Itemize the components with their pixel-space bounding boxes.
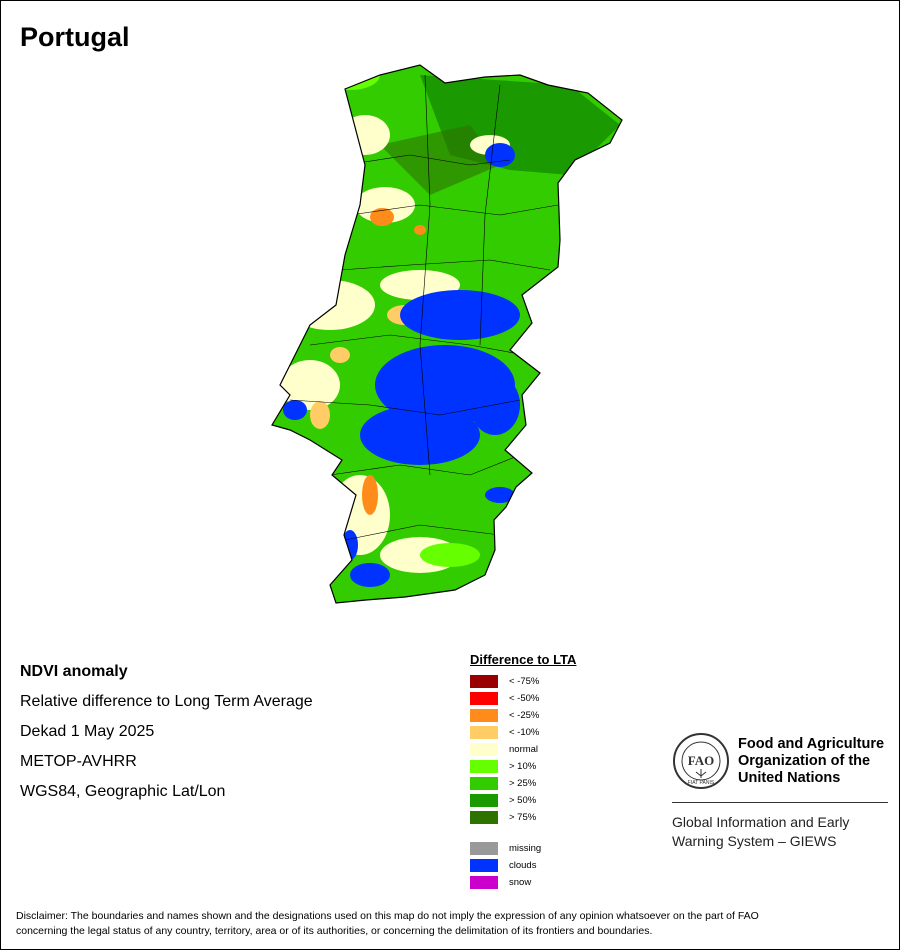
fao-divider: [672, 802, 888, 803]
legend-item: < -50%: [470, 690, 576, 707]
legend: Difference to LTA < -75% < -50% < -25% < -1…: [470, 652, 576, 891]
legend-swatch: [470, 842, 498, 855]
legend-swatch: [470, 743, 498, 756]
legend-swatch: [470, 811, 498, 824]
legend-item: normal: [470, 741, 576, 758]
ndvi-anomaly-map: [271, 64, 623, 604]
product-description: Relative difference to Long Term Average: [20, 693, 313, 710]
legend-swatch: [470, 726, 498, 739]
legend-item: < -75%: [470, 673, 576, 690]
legend-title: Difference to LTA: [470, 652, 577, 667]
legend-swatch: [470, 675, 498, 688]
legend-item: < -10%: [470, 724, 576, 741]
giews-label: Global Information and Early Warning Sys…: [672, 814, 850, 849]
fao-name: Food and Agriculture Organization of the…: [738, 735, 885, 786]
legend-swatch: [470, 692, 498, 705]
fao-logo-motto: FIAT PANIS: [688, 780, 715, 786]
map-info: NDVI anomaly Relative difference to Long…: [20, 657, 313, 807]
legend-label: > 25%: [509, 778, 537, 789]
legend-label: > 10%: [509, 761, 537, 772]
legend-swatch: [470, 876, 498, 889]
legend-swatch: [470, 760, 498, 773]
product-name: NDVI anomaly: [20, 663, 128, 680]
legend-label: clouds: [509, 860, 537, 871]
legend-swatch: [470, 794, 498, 807]
legend-label: < -10%: [509, 727, 540, 738]
product-date: Dekad 1 May 2025: [20, 723, 155, 740]
legend-label: > 75%: [509, 812, 537, 823]
map-title: Portugal: [20, 22, 130, 52]
fao-branding: FAO FIAT PANIS Food and Agriculture Orga…: [672, 732, 888, 851]
disclaimer-line-1: Disclaimer: The boundaries and names sho…: [16, 910, 759, 922]
legend-item: clouds: [470, 857, 576, 874]
fao-logo-icon: FAO FIAT PANIS: [673, 733, 729, 789]
legend-item: snow: [470, 874, 576, 891]
legend-item: > 50%: [470, 792, 576, 809]
legend-label: < -50%: [509, 693, 540, 704]
disclaimer-line-2: concerning the legal status of any count…: [16, 925, 653, 937]
fao-logo-text: FAO: [688, 753, 714, 768]
legend-label: > 50%: [509, 795, 537, 806]
legend-item: > 10%: [470, 758, 576, 775]
legend-label: missing: [509, 843, 542, 854]
legend-item: > 75%: [470, 809, 576, 826]
legend-label: normal: [509, 744, 539, 755]
legend-item: > 25%: [470, 775, 576, 792]
disclaimer: Disclaimer: The boundaries and names sho…: [16, 909, 886, 939]
legend-item: missing: [470, 840, 576, 857]
legend-item: < -25%: [470, 707, 576, 724]
legend-label: snow: [509, 877, 532, 888]
legend-swatch: [470, 709, 498, 722]
legend-label: < -75%: [509, 676, 540, 687]
product-projection: WGS84, Geographic Lat/Lon: [20, 783, 226, 800]
legend-swatch: [470, 777, 498, 790]
legend-swatch: [470, 859, 498, 872]
product-sensor: METOP-AVHRR: [20, 753, 137, 770]
legend-label: < -25%: [509, 710, 540, 721]
